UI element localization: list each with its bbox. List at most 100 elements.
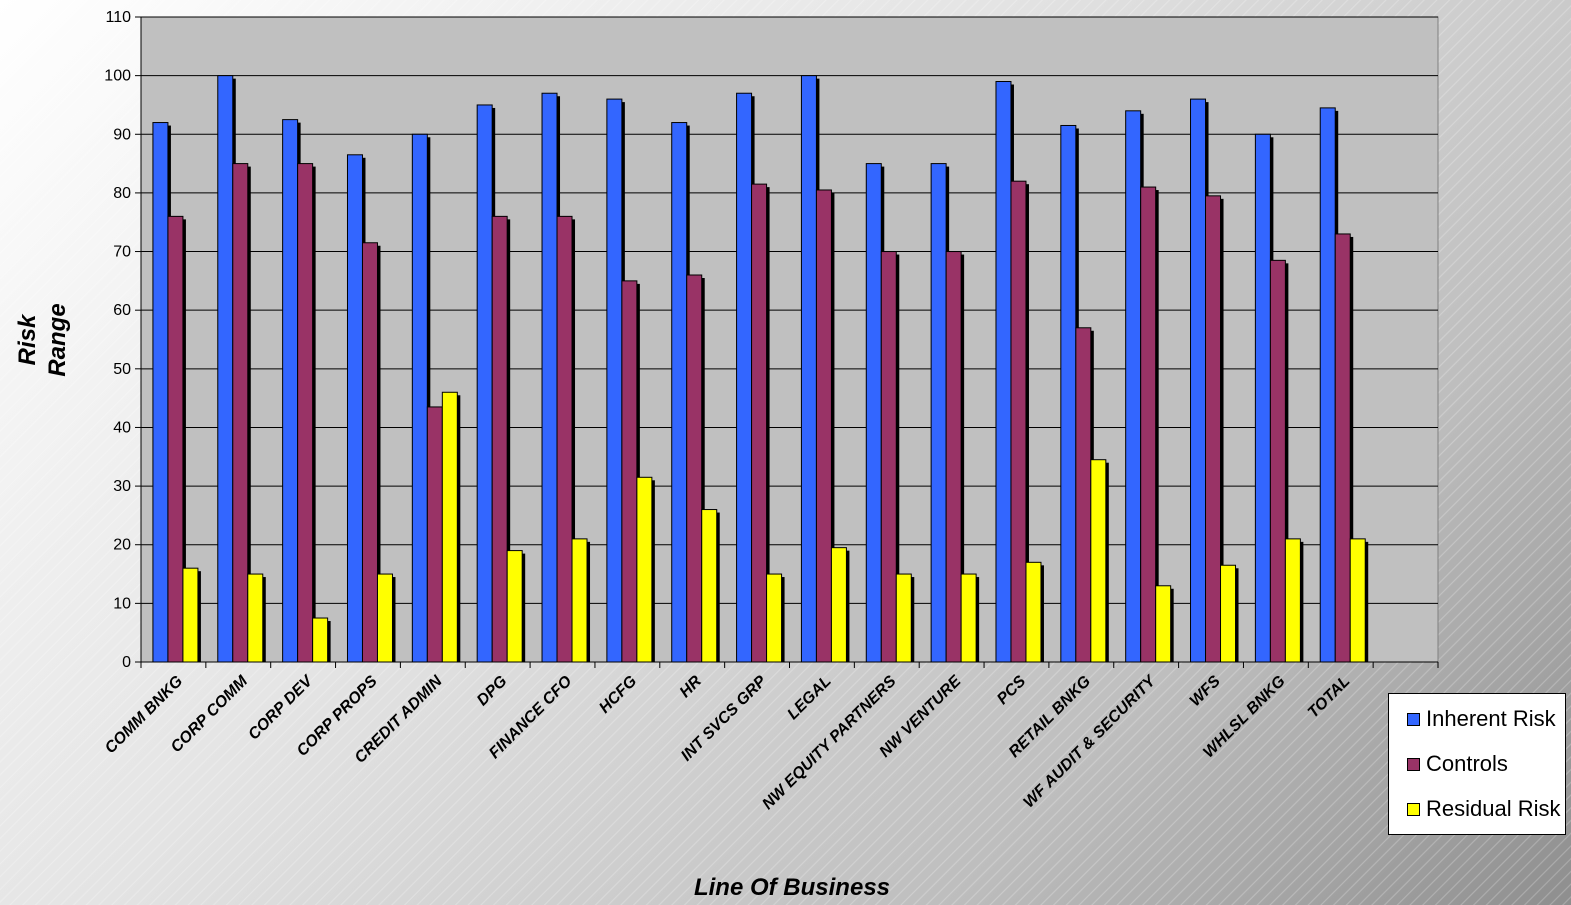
bar-shadow	[1170, 588, 1174, 662]
bar-residual-risk	[636, 476, 653, 663]
bar-controls	[880, 251, 897, 663]
x-tick-label: HR	[677, 672, 706, 701]
y-tick-label: 70	[113, 244, 131, 261]
bar-controls	[815, 189, 832, 663]
x-tick-label: LEGAL	[784, 673, 834, 723]
bar-shadow	[522, 553, 526, 662]
bar-residual-risk	[1155, 585, 1172, 663]
bar-residual-risk	[1220, 564, 1237, 663]
legend-label-inherent-risk: Inherent Risk	[1426, 706, 1556, 731]
bar-shadow	[182, 219, 186, 662]
x-tick-label: CORP DEV	[245, 672, 317, 744]
axes	[135, 16, 1439, 668]
bar-inherent-risk	[930, 163, 947, 663]
bar-shadow	[781, 577, 785, 662]
bar-shadow	[312, 166, 316, 662]
x-tick-label: TOTAL	[1305, 673, 1354, 722]
bar-inherent-risk	[1319, 107, 1336, 663]
bar-residual-risk	[766, 573, 783, 663]
bar-controls	[556, 215, 573, 663]
bar-controls	[1334, 233, 1351, 663]
bar-shadow	[457, 395, 461, 662]
bar-shadow	[427, 137, 431, 663]
y-tick-label: 20	[113, 537, 131, 554]
bar-inherent-risk	[671, 122, 688, 663]
bar-inherent-risk	[1190, 98, 1207, 663]
bar-inherent-risk	[1060, 124, 1077, 663]
x-tick-label: PCS	[994, 673, 1030, 709]
bar-inherent-risk	[152, 122, 169, 663]
bar-shadow	[197, 571, 201, 662]
bar-shadow	[701, 278, 705, 662]
legend-item-inherent-risk: Inherent Risk	[1407, 706, 1556, 732]
x-tick-label: WF AUDIT & SECURITY	[1020, 672, 1159, 811]
bar-shadow	[636, 283, 640, 662]
bar-controls	[491, 215, 508, 663]
bar-controls	[361, 242, 378, 663]
bar-shadow	[831, 192, 835, 662]
y-tick-label: 40	[113, 419, 131, 436]
bar-shadow	[587, 541, 591, 662]
bar-shadow	[262, 577, 266, 662]
bar-residual-risk	[1284, 538, 1301, 663]
bar-shadow	[1365, 541, 1369, 662]
legend-item-residual-risk: Residual Risk	[1407, 796, 1561, 822]
bar-shadow	[1155, 190, 1159, 662]
bar-shadow	[1220, 198, 1224, 662]
bar-controls	[751, 183, 768, 663]
bar-residual-risk	[182, 567, 199, 663]
bar-inherent-risk	[606, 98, 623, 663]
y-tick-label: 0	[122, 654, 131, 671]
bar-controls	[232, 163, 249, 663]
bar-inherent-risk	[282, 119, 299, 663]
bar-residual-risk	[830, 547, 847, 663]
y-tick-label: 50	[113, 361, 131, 378]
bar-controls	[1075, 327, 1092, 663]
bar-controls	[1269, 259, 1286, 663]
bar-shadow	[572, 219, 576, 662]
bar-inherent-risk	[1254, 133, 1271, 663]
bar-shadow	[1105, 462, 1109, 662]
bar-controls	[945, 251, 962, 663]
legend-swatch-residual-risk	[1407, 802, 1420, 816]
bar-controls	[167, 215, 184, 663]
x-axis-title: Line Of Business	[694, 874, 890, 901]
bar-shadow	[766, 187, 770, 662]
bar-shadow	[507, 219, 511, 662]
bar-shadow	[327, 621, 331, 662]
bar-shadow	[1235, 568, 1239, 662]
legend-swatch-inherent-risk	[1407, 712, 1420, 726]
bar-shadow	[911, 577, 915, 662]
y-axis-title-line-2: Range	[44, 303, 71, 376]
bar-shadow	[1025, 184, 1029, 662]
bar-controls	[686, 274, 703, 663]
x-tick-label: HCFG	[596, 673, 640, 717]
y-tick-label: 80	[113, 185, 131, 202]
bar-shadow	[896, 254, 900, 662]
bar-inherent-risk	[217, 75, 234, 663]
bar-controls	[297, 163, 314, 663]
bar-shadow	[716, 512, 720, 662]
bar-shadow	[961, 254, 965, 662]
y-tick-label: 30	[113, 478, 131, 495]
bar-shadow	[651, 480, 655, 662]
bar-controls	[1010, 180, 1027, 663]
legend: Inherent Risk Controls Residual Risk	[1388, 693, 1566, 835]
bar-shadow	[846, 550, 850, 662]
legend-swatch-controls	[1407, 757, 1420, 771]
bar-residual-risk	[960, 573, 977, 663]
bar-shadow	[247, 166, 251, 662]
legend-label-residual-risk: Residual Risk	[1426, 796, 1561, 821]
bar-residual-risk	[376, 573, 393, 663]
bar-inherent-risk	[411, 133, 428, 663]
bar-inherent-risk	[1125, 110, 1142, 663]
bar-residual-risk	[1090, 459, 1107, 663]
bar-residual-risk	[1025, 561, 1042, 663]
bar-inherent-risk	[995, 81, 1012, 663]
bar-shadow	[976, 577, 980, 662]
bar-residual-risk	[571, 538, 588, 663]
bar-shadow	[377, 245, 381, 662]
x-tick-label: NW EQUITY PARTNERS	[759, 673, 899, 813]
y-axis-title-line-1: Risk	[14, 313, 41, 365]
